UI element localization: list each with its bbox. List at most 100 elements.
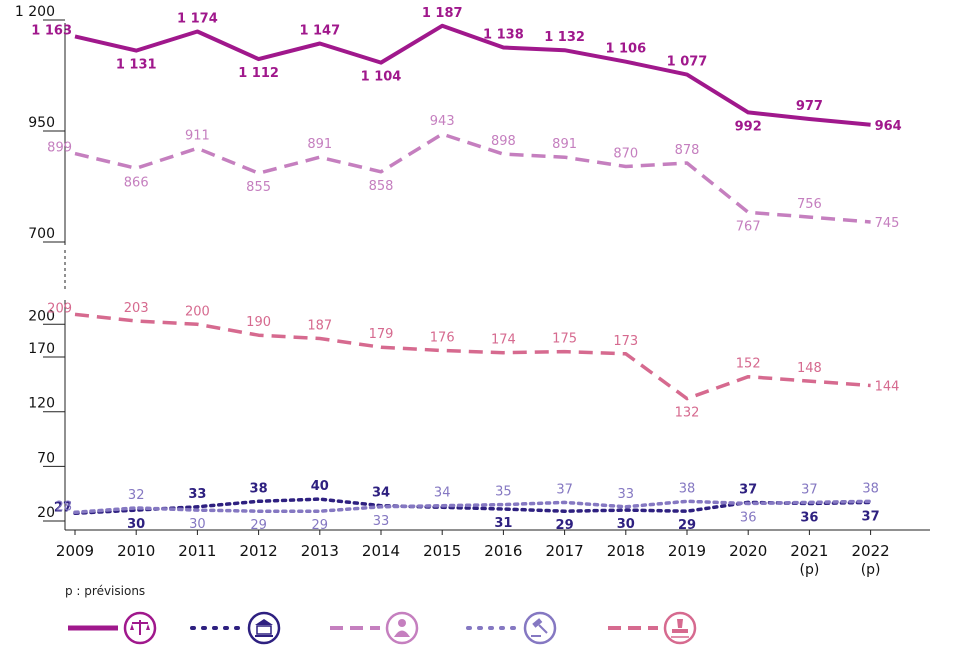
court-building-icon xyxy=(247,611,281,645)
y-tick-label: 1 200 xyxy=(15,4,55,20)
data-label: 144 xyxy=(875,379,900,394)
y-tick-label: 700 xyxy=(28,226,55,242)
data-label: 1 187 xyxy=(422,6,463,21)
series-line-1 xyxy=(74,23,871,127)
data-label: 34 xyxy=(372,486,390,501)
data-label: 745 xyxy=(875,216,900,231)
y-tick-label: 70 xyxy=(37,450,55,466)
data-label: 37 xyxy=(801,482,818,497)
x-tick-label: 2020 xyxy=(729,542,767,560)
forecast-footnote: p : prévisions xyxy=(65,584,146,598)
x-tick-sublabel: (p) xyxy=(799,562,819,578)
gavel-head xyxy=(532,618,543,628)
data-label: 1 147 xyxy=(299,24,340,39)
data-label: 173 xyxy=(613,334,638,349)
data-label: 187 xyxy=(307,318,332,333)
person-head xyxy=(398,619,406,627)
data-label: 132 xyxy=(675,406,700,421)
x-tick-label: 2016 xyxy=(484,542,522,560)
data-label: 30 xyxy=(189,517,206,532)
data-label: 33 xyxy=(618,487,635,502)
data-label: 899 xyxy=(47,141,72,156)
data-label: 767 xyxy=(736,219,761,234)
gavel-handle xyxy=(538,624,548,634)
series-line-4 xyxy=(73,499,873,515)
data-label: 33 xyxy=(188,487,206,502)
data-label: 29 xyxy=(312,518,329,533)
x-tick-sublabel: (p) xyxy=(861,562,881,578)
data-label: 891 xyxy=(552,137,577,152)
data-label: 209 xyxy=(47,301,72,316)
data-label: 29 xyxy=(678,518,696,533)
y-tick-label: 20 xyxy=(37,505,55,521)
data-label: 855 xyxy=(246,180,271,195)
y-tick-label: 950 xyxy=(28,115,55,131)
data-label: 40 xyxy=(311,479,329,494)
data-label: 200 xyxy=(185,304,210,319)
data-label: 175 xyxy=(552,332,577,347)
data-label: 32 xyxy=(128,488,145,503)
data-label: 30 xyxy=(127,517,145,532)
x-tick-label: 2019 xyxy=(668,542,706,560)
data-label: 38 xyxy=(862,481,879,496)
data-label: 1 132 xyxy=(544,30,585,45)
data-label: 992 xyxy=(735,119,762,134)
data-label: 756 xyxy=(797,197,822,212)
data-label: 977 xyxy=(796,99,823,114)
data-label: 38 xyxy=(679,481,696,496)
data-label: 858 xyxy=(369,179,394,194)
data-label: 33 xyxy=(373,514,390,529)
data-label: 891 xyxy=(307,137,332,152)
data-label: 964 xyxy=(875,119,902,134)
data-label: 866 xyxy=(124,175,149,190)
scales-pans xyxy=(130,624,150,630)
data-label: 38 xyxy=(250,481,268,496)
data-label: 1 131 xyxy=(116,58,157,73)
y-tick-label: 170 xyxy=(28,341,55,357)
data-label: 911 xyxy=(185,128,210,143)
data-label: 148 xyxy=(797,361,822,376)
y-tick-label: 120 xyxy=(28,396,55,412)
x-tick-label: 2011 xyxy=(178,542,216,560)
data-label: 27 xyxy=(54,500,72,515)
data-label: 29 xyxy=(250,518,267,533)
x-tick-label: 2009 xyxy=(56,542,94,560)
gavel-icon xyxy=(523,611,557,645)
x-tick-label: 2015 xyxy=(423,542,461,560)
data-label: 29 xyxy=(556,518,574,533)
data-label: 898 xyxy=(491,134,516,149)
data-label: 174 xyxy=(491,333,516,348)
data-label: 30 xyxy=(617,517,635,532)
data-label: 943 xyxy=(430,114,455,129)
y-tick-label: 200 xyxy=(28,308,55,324)
series-line-5 xyxy=(74,312,871,401)
data-label: 1 112 xyxy=(238,66,279,81)
data-label: 203 xyxy=(124,301,149,316)
data-label: 1 104 xyxy=(361,70,402,85)
data-label: 34 xyxy=(434,486,451,501)
data-label: 28 xyxy=(55,499,72,514)
data-label: 190 xyxy=(246,315,271,330)
data-label: 179 xyxy=(369,327,394,342)
data-label: 37 xyxy=(556,482,573,497)
x-tick-label: 2021 xyxy=(790,542,828,560)
data-label: 37 xyxy=(739,482,757,497)
person-icon xyxy=(385,611,419,645)
data-label: 152 xyxy=(736,357,761,372)
x-tick-label: 2018 xyxy=(607,542,645,560)
data-label: 37 xyxy=(862,509,880,524)
person-body xyxy=(394,630,410,637)
data-label: 36 xyxy=(800,511,818,526)
stamp-handle xyxy=(677,619,683,628)
x-tick-label: 2012 xyxy=(240,542,278,560)
data-label: 1 163 xyxy=(31,23,72,38)
building-roof xyxy=(255,619,273,625)
x-tick-label: 2010 xyxy=(117,542,155,560)
data-label: 36 xyxy=(740,511,757,526)
x-tick-label: 2017 xyxy=(546,542,584,560)
building-columns xyxy=(256,625,272,635)
x-tick-label: 2022 xyxy=(852,542,890,560)
data-label: 1 077 xyxy=(667,55,708,70)
data-label: 1 174 xyxy=(177,12,218,27)
